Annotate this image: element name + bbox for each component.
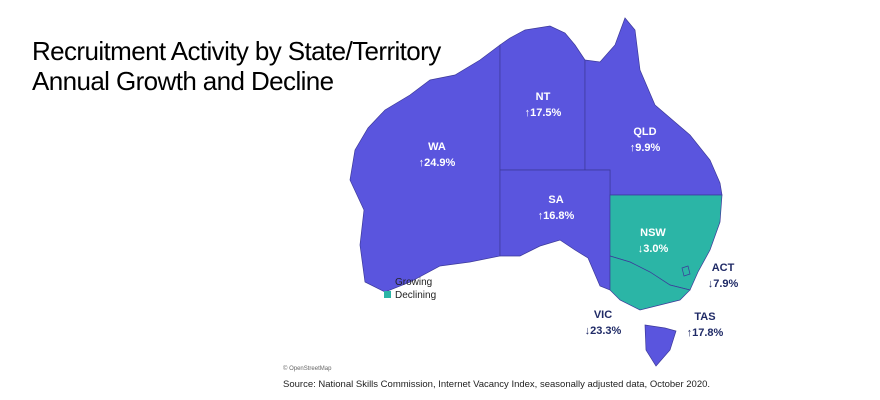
title-line: Annual Growth and Decline	[32, 66, 334, 96]
state-labels: WA ↑24.9% NT ↑17.5% QLD ↑9.9% SA ↑16.8% NSW ↓3.0%…	[419, 91, 739, 339]
state-change: ↑16.8%	[538, 210, 575, 222]
state-tas	[644, 324, 677, 367]
legend-label: Growing	[395, 277, 432, 288]
state-name: WA	[428, 141, 446, 153]
state-change: ↓7.9%	[708, 278, 739, 290]
state-change: ↓23.3%	[585, 325, 622, 337]
state-sa	[499, 169, 611, 291]
legend-swatch	[384, 278, 391, 285]
state-qld	[584, 17, 723, 196]
states	[349, 17, 723, 367]
legend: Growing Declining	[384, 277, 436, 301]
state-change: ↑24.9%	[419, 157, 456, 169]
state-change: ↑17.5%	[525, 107, 562, 119]
state-name: VIC	[594, 309, 612, 321]
state-name: NSW	[640, 227, 666, 239]
state-name: ACT	[712, 262, 735, 274]
attribution: © OpenStreetMap	[283, 365, 332, 372]
state-name: QLD	[633, 126, 656, 138]
state-name: TAS	[694, 311, 715, 323]
state-act	[681, 265, 691, 277]
state-vic	[609, 255, 691, 311]
state-wa	[349, 44, 501, 293]
title-line: Recruitment Activity by State/Territory	[32, 36, 441, 66]
legend-label: Declining	[395, 290, 436, 301]
legend-swatch	[384, 291, 391, 298]
state-change: ↓3.0%	[638, 243, 669, 255]
state-change: ↑9.9%	[630, 142, 661, 154]
state-name: NT	[536, 91, 551, 103]
source: Source: National Skills Commission, Inte…	[283, 379, 710, 390]
state-change: ↑17.8%	[687, 327, 724, 339]
state-name: SA	[548, 194, 563, 206]
